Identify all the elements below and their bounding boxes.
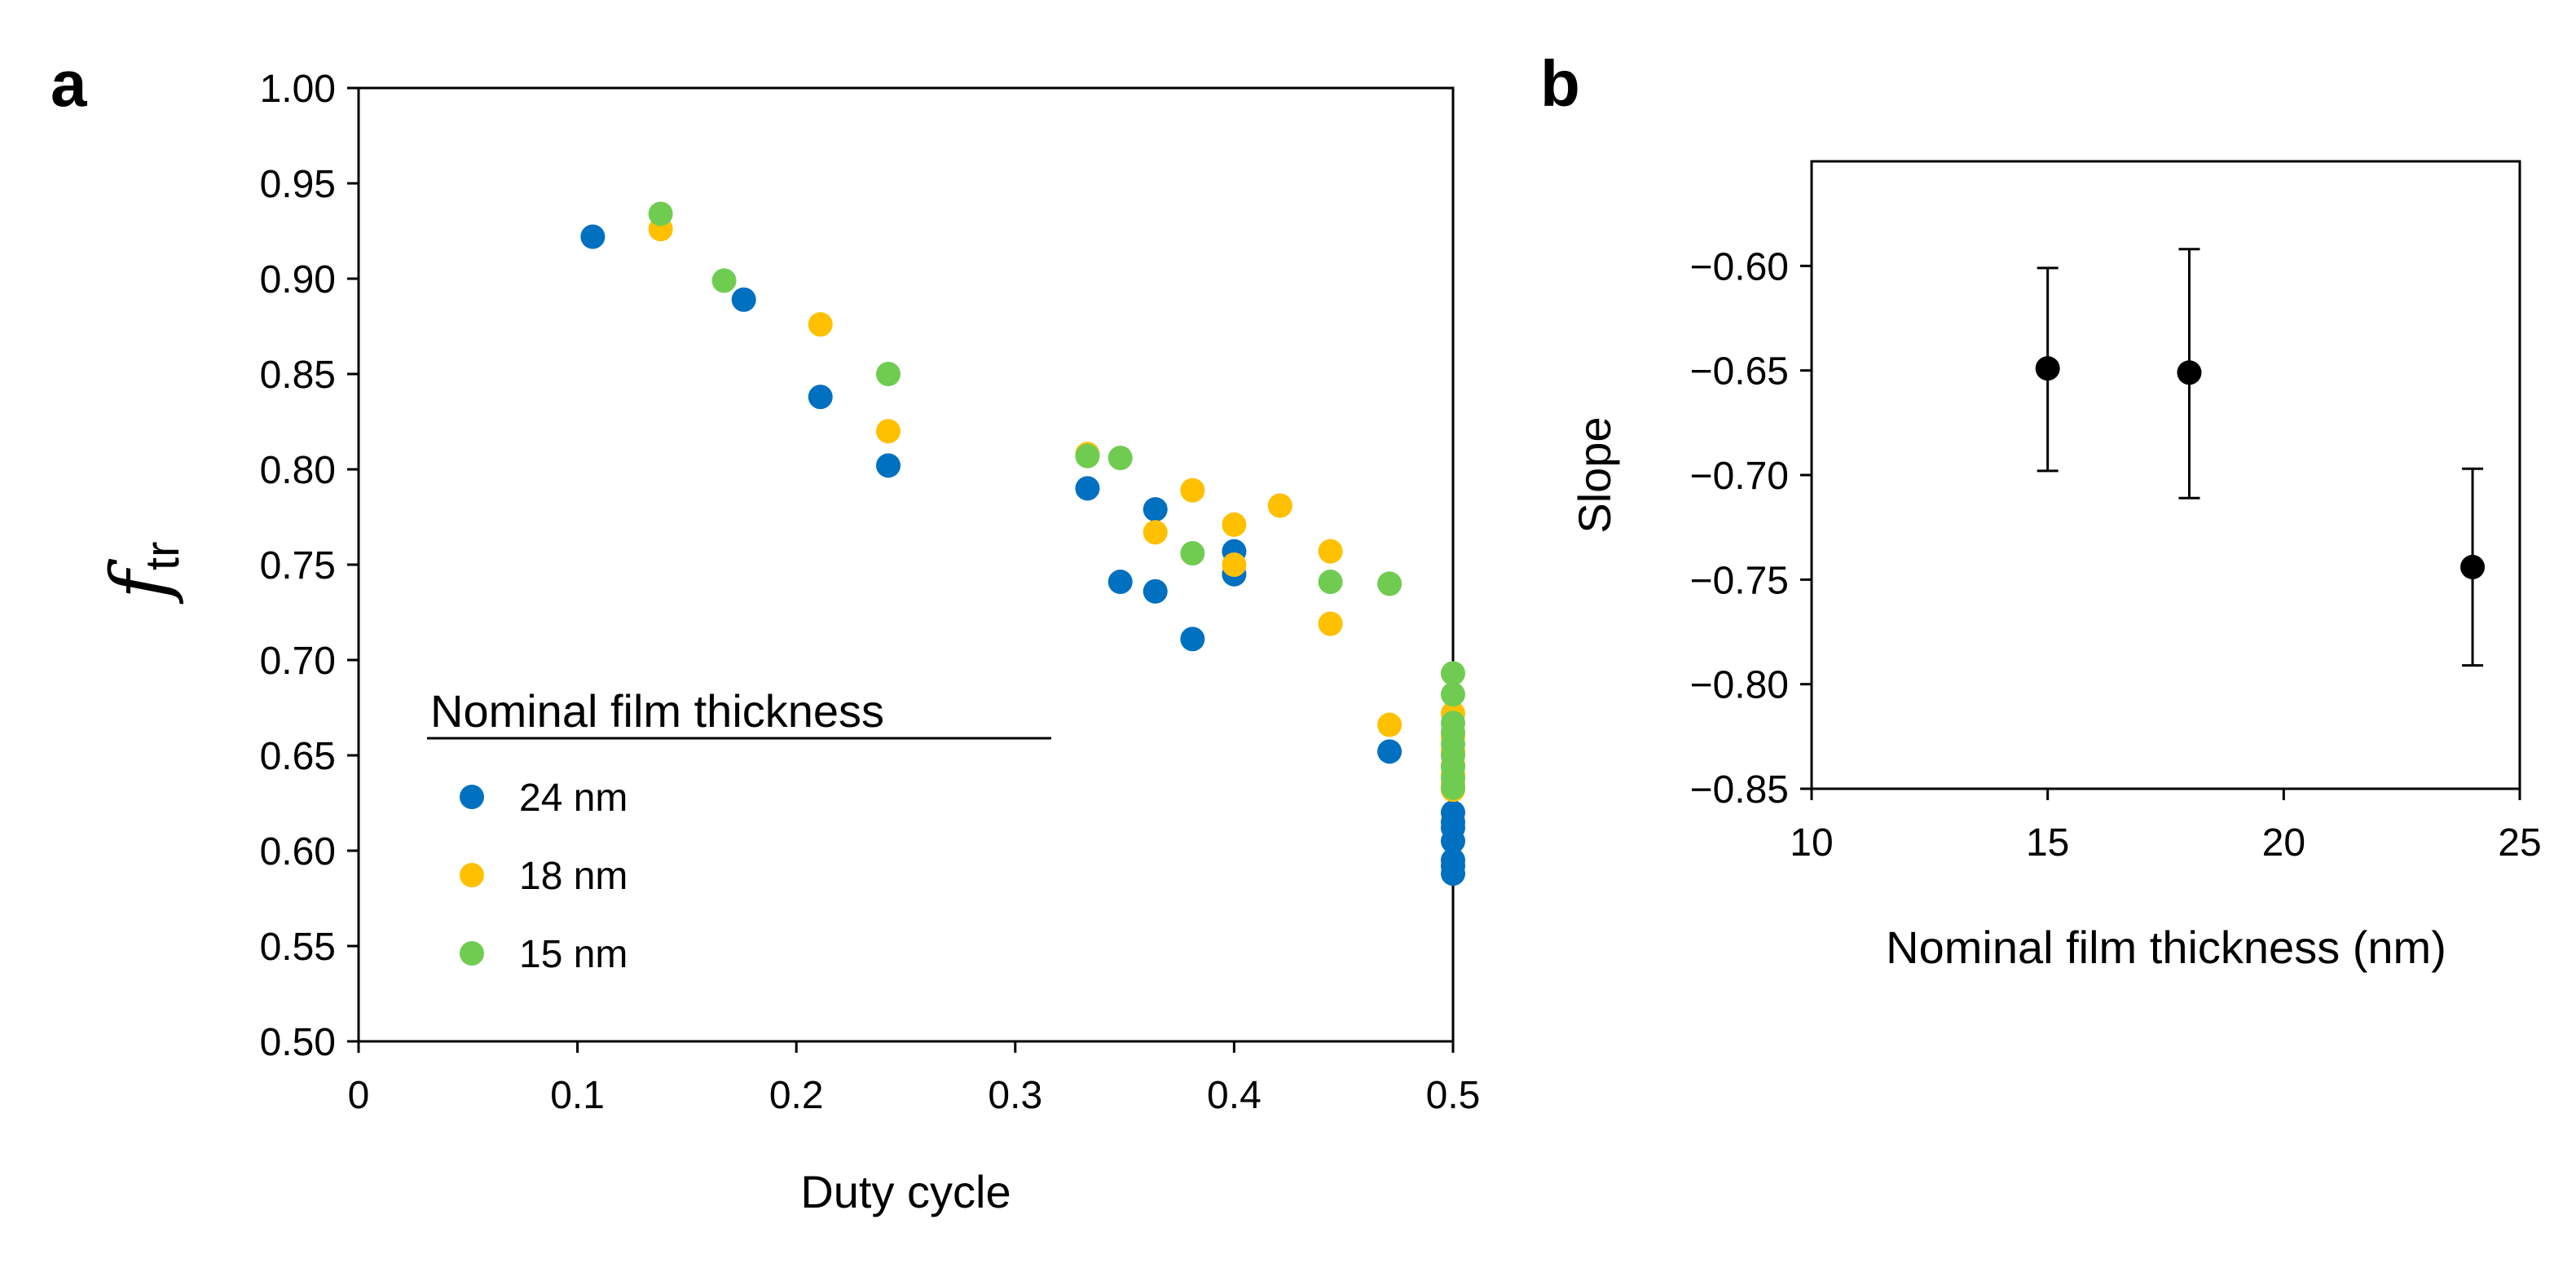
legend-label-15nm: 15 nm [519,933,627,976]
data-point-18nm [1180,477,1205,503]
data-point-24nm [580,224,605,249]
x-tick-label-b: 25 [2498,821,2541,865]
plot-area-frame [357,86,1455,1043]
data-point-24nm [1107,570,1133,595]
legend: Nominal film thickness 24 nm 18 nm 15 nm [427,685,1051,976]
data-point-15nm [1180,540,1205,565]
data-point-15nm [1441,775,1465,800]
data-point-24nm [1441,861,1465,887]
legend-label-18nm: 18 nm [519,855,627,898]
data-point-18nm [876,419,901,444]
panel-label-b: b [1540,47,1580,120]
legend-marker-15nm [460,941,484,966]
data-point-18nm [808,312,833,337]
data-point-b [2177,360,2202,385]
y-tick-label-b: −0.70 [1690,455,1789,498]
data-point-15nm [1441,682,1465,707]
y-tick-label: 0.95 [260,163,336,206]
y-axis-title-b: Slope [1569,416,1620,533]
data-point-15nm [711,268,737,293]
data-point-18nm [1222,552,1247,577]
data-point-24nm [731,287,756,312]
data-point-18nm [1377,712,1402,737]
x-tick-label: 0.2 [769,1074,824,1117]
data-point-18nm [1222,512,1247,537]
y-tick-label: 0.75 [260,544,336,587]
data-point-24nm [1180,627,1205,652]
data-point-18nm [1318,539,1343,564]
x-axis-ticks-b: 10 15 20 25 [1790,789,2542,865]
y-tick-label: 1.00 [260,68,336,111]
y-axis-ticks-b: −0.85 −0.80 −0.75 −0.70 −0.65 −0.60 [1690,245,1812,812]
y-tick-label-b: −0.80 [1690,664,1789,707]
plot-area-frame-b [1810,160,2521,790]
data-points-b [2035,248,2486,667]
y-tick-label: 0.90 [260,258,336,301]
data-point-15nm [1107,445,1133,470]
data-point-24nm [808,385,833,410]
data-point-24nm [1143,579,1168,604]
data-point-24nm [1377,739,1402,764]
y-tick-label: 0.70 [260,640,336,683]
y-tick-label: 0.55 [260,926,336,969]
x-axis-ticks: 0 0.1 0.2 0.3 0.4 0.5 [348,1041,1481,1117]
x-tick-label-b: 20 [2262,821,2305,865]
x-tick-label: 0.4 [1207,1074,1262,1117]
x-tick-label: 0.5 [1426,1074,1481,1117]
data-point-24nm [1075,476,1100,501]
y-axis-title-subscript: tr [136,542,189,570]
x-axis-title: Duty cycle [800,1166,1011,1217]
data-point-15nm [1441,661,1465,686]
data-points [580,201,1465,887]
y-tick-label-b: −0.75 [1690,559,1789,602]
data-point-15nm [876,362,901,386]
x-tick-label-b: 10 [1790,821,1833,865]
data-point-15nm [1075,443,1100,469]
data-point-15nm [1318,570,1343,595]
legend-title: Nominal film thickness [430,685,884,737]
data-point-18nm [1318,611,1343,636]
y-tick-label: 0.65 [260,735,336,778]
y-tick-label: 0.80 [260,449,336,492]
data-point-18nm [1143,520,1168,545]
x-tick-label: 0 [348,1074,370,1117]
data-point-24nm [1143,497,1168,522]
data-point-24nm [876,453,901,478]
y-tick-label: 0.50 [260,1021,336,1064]
y-tick-label-b: −0.85 [1690,768,1789,812]
x-axis-title-b: Nominal film thickness (nm) [1886,922,2446,973]
x-tick-label-b: 15 [2026,821,2069,865]
legend-label-24nm: 24 nm [519,777,627,820]
data-point-18nm [1267,493,1292,518]
x-tick-label: 0.1 [550,1074,605,1117]
y-axis-title: ftr [95,542,189,605]
y-tick-label: 0.60 [260,830,336,874]
legend-marker-18nm [460,863,484,887]
data-point-24nm [1441,829,1465,854]
data-point-b [2460,554,2486,579]
y-tick-label-b: −0.65 [1690,350,1789,394]
chart-panel-b: −0.85−0.80−0.75−0.70−0.65−0.60 10 15 20 25 … [1569,160,2542,973]
data-point-15nm [1377,571,1402,596]
data-point-b [2035,356,2060,381]
y-axis-ticks: 0.50 0.55 0.60 0.65 0.70 0.75 0.80 0.85 0.90 0.95… [260,68,359,1064]
y-tick-label: 0.85 [260,354,336,397]
legend-marker-24nm [460,785,484,809]
chart-panel-a: 0.500.550.600.650.700.750.800.850.900.95… [95,68,1480,1217]
data-point-15nm [648,201,673,227]
y-tick-label-b: −0.60 [1690,245,1789,288]
x-tick-label: 0.3 [988,1074,1042,1117]
panel-label-a: a [51,47,87,120]
